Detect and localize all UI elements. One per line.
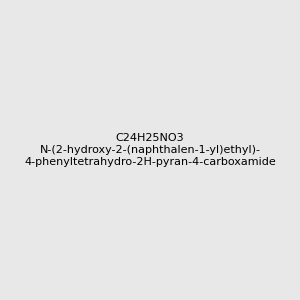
Text: C24H25NO3
N-(2-hydroxy-2-(naphthalen-1-yl)ethyl)-
4-phenyltetrahydro-2H-pyran-4-: C24H25NO3 N-(2-hydroxy-2-(naphthalen-1-y… — [24, 134, 276, 166]
